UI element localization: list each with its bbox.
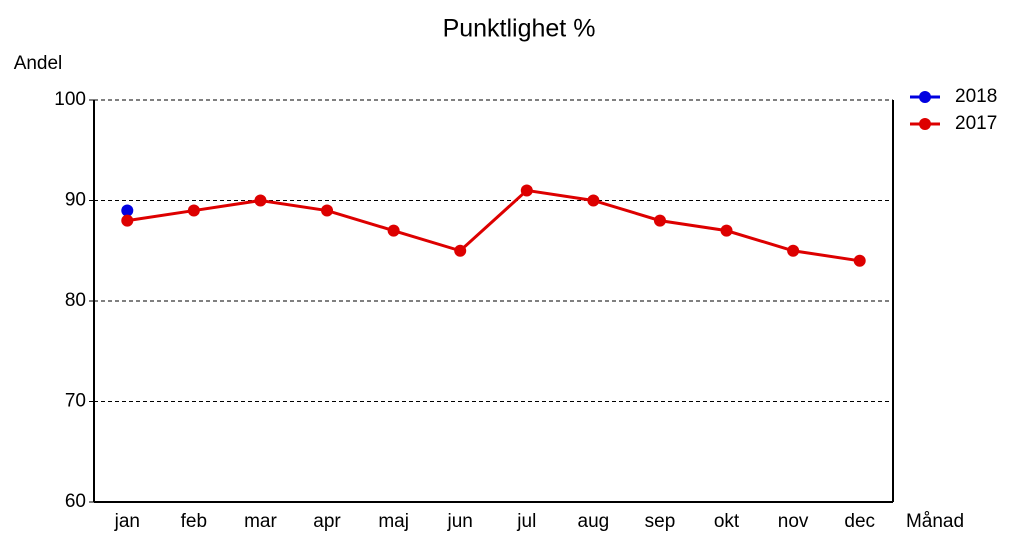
x-tick-label: apr: [313, 511, 341, 532]
chart-title: Punktlighet %: [443, 15, 596, 43]
point: [787, 244, 800, 257]
x-tick-label: nov: [778, 511, 809, 532]
point: [853, 254, 866, 267]
point: [187, 204, 200, 217]
x-tick-label: jun: [447, 511, 473, 532]
point: [254, 194, 267, 207]
x-tick-label: feb: [181, 511, 207, 532]
x-tick-label: maj: [378, 511, 409, 532]
point: [454, 244, 467, 257]
point: [121, 214, 134, 227]
point: [653, 214, 666, 227]
x-tick-label: jan: [114, 511, 140, 532]
y-tick-label: 70: [65, 391, 86, 412]
x-axis-label: Månad: [906, 511, 964, 532]
point: [121, 204, 134, 217]
legend-label: 2017: [955, 113, 997, 134]
point: [387, 224, 400, 237]
x-tick-label: okt: [714, 511, 740, 532]
point: [720, 224, 733, 237]
x-tick-label: jul: [516, 511, 536, 532]
y-tick-label: 60: [65, 491, 86, 512]
y-tick-label: 100: [54, 89, 86, 110]
x-tick-label: sep: [645, 511, 676, 532]
point: [587, 194, 600, 207]
legend-label: 2018: [955, 86, 997, 107]
series-line: [127, 188, 860, 263]
y-tick-label: 80: [65, 290, 86, 311]
x-tick-label: mar: [244, 511, 277, 532]
x-tick-label: aug: [578, 511, 610, 532]
point: [321, 204, 334, 217]
y-axis-label: Andel: [14, 53, 63, 74]
x-tick-label: dec: [844, 511, 875, 532]
y-tick-label: 90: [65, 190, 86, 211]
legend-marker: [919, 118, 931, 130]
point: [520, 184, 533, 197]
legend-marker: [919, 91, 931, 103]
